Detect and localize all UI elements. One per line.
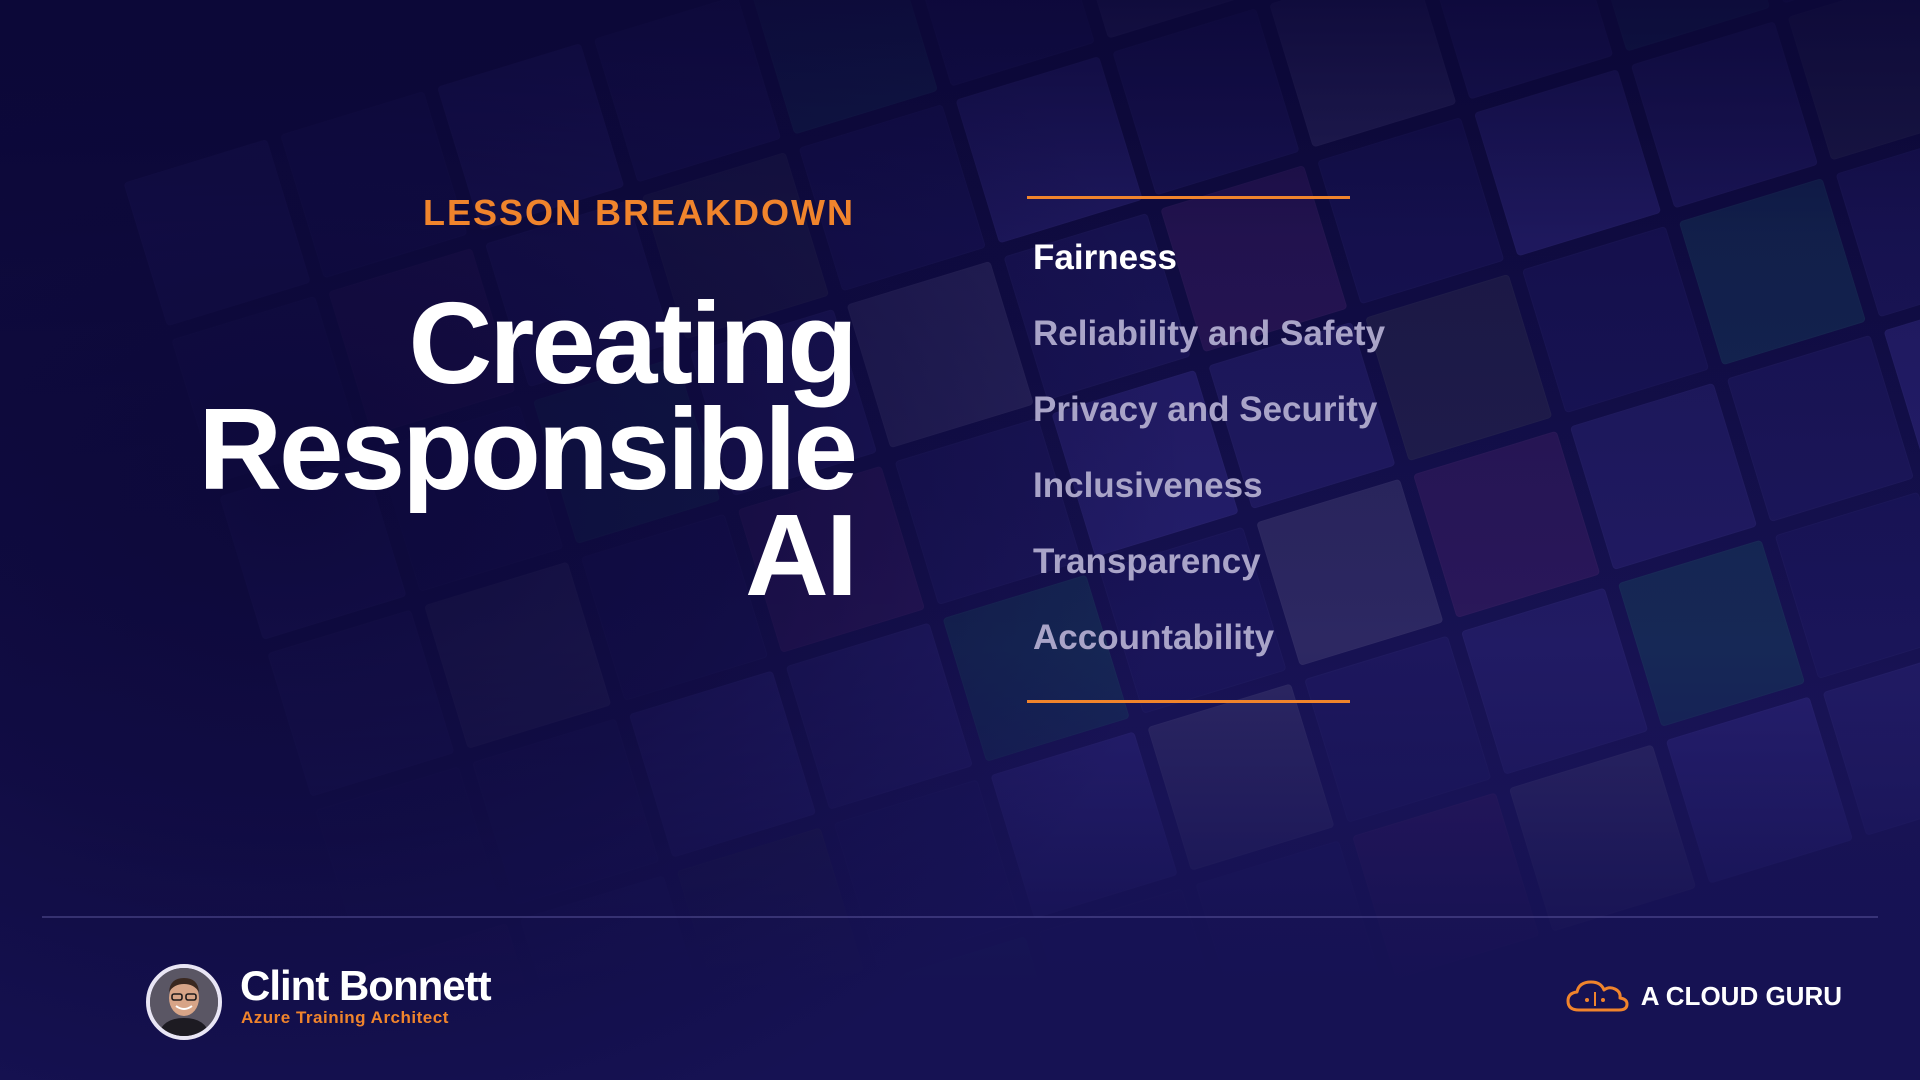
- presenter-role: Azure Training Architect: [241, 1008, 449, 1027]
- topics-bottom-divider: [1027, 700, 1350, 703]
- footer-divider: [42, 916, 1878, 918]
- lesson-title: Creating Responsible AI: [198, 278, 858, 620]
- topic-item-privacy-and-security: Privacy and Security: [1033, 390, 1378, 429]
- topic-item-transparency: Transparency: [1033, 542, 1261, 581]
- person-icon: [150, 968, 218, 1036]
- topic-item-accountability: Accountability: [1033, 618, 1275, 657]
- topic-item-inclusiveness: Inclusiveness: [1033, 466, 1263, 505]
- title-line: Creating: [408, 278, 858, 408]
- topics-top-divider: [1027, 196, 1350, 199]
- topic-item-fairness: Fairness: [1033, 238, 1177, 277]
- brand-logo: A CLOUD GURU: [1565, 978, 1842, 1014]
- cloud-logo-icon: [1566, 980, 1629, 1012]
- title-line: Responsible: [198, 384, 858, 514]
- presenter-avatar: [146, 964, 222, 1040]
- topic-item-reliability-and-safety: Reliability and Safety: [1033, 314, 1386, 353]
- brand-name: A CLOUD GURU: [1640, 980, 1842, 1011]
- topic-list: Fairness Reliability and Safety Privacy …: [1033, 232, 1385, 688]
- lesson-eyebrow: LESSON BREAKDOWN: [422, 192, 855, 233]
- presenter-name: Clint Bonnett: [240, 962, 492, 1009]
- title-line: AI: [745, 490, 858, 620]
